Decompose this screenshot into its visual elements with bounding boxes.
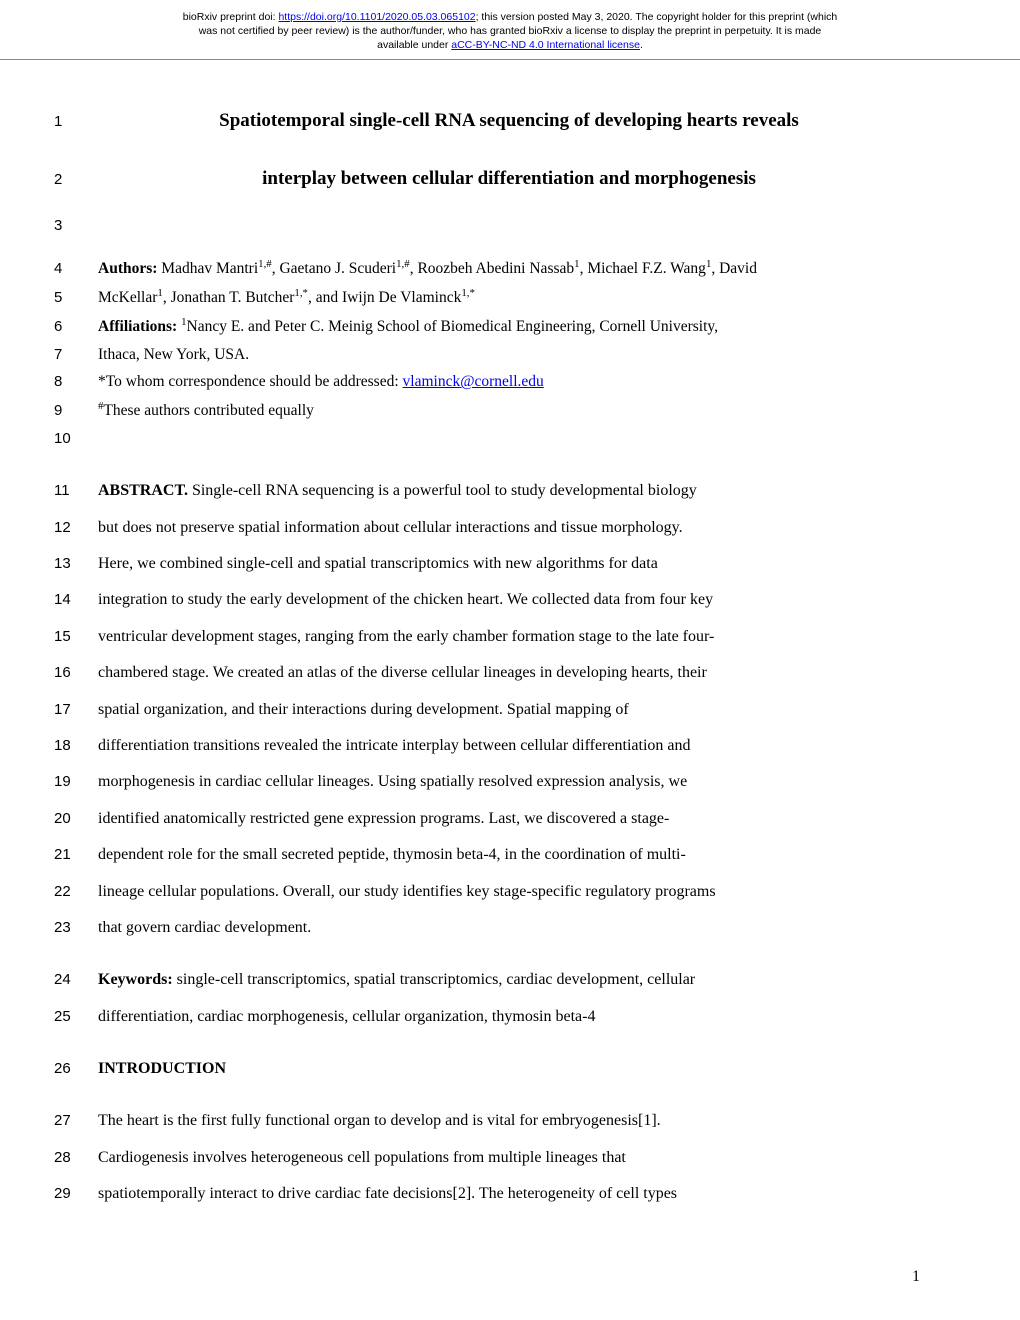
line-number: 23 bbox=[54, 919, 98, 936]
authors-label: Authors: bbox=[98, 260, 157, 277]
line-number: 16 bbox=[54, 664, 98, 681]
abstract-line: integration to study the early developme… bbox=[98, 589, 920, 611]
abstract-line: dependent role for the small secreted pe… bbox=[98, 844, 920, 866]
line-number: 12 bbox=[54, 519, 98, 536]
header-text-4: available under bbox=[377, 39, 451, 51]
abstract-line: ABSTRACT. Single-cell RNA sequencing is … bbox=[98, 480, 920, 502]
correspondence-email[interactable]: vlaminck@cornell.edu bbox=[403, 373, 544, 390]
page-content: 1 Spatiotemporal single-cell RNA sequenc… bbox=[0, 60, 1020, 1226]
affiliations-line-1: Affiliations: 1Nancy E. and Peter C. Mei… bbox=[98, 315, 920, 338]
line-number: 6 bbox=[54, 318, 98, 335]
line-number: 1 bbox=[54, 113, 98, 130]
line-number: 4 bbox=[54, 260, 98, 277]
keywords-line: differentiation, cardiac morphogenesis, … bbox=[98, 1006, 920, 1028]
line-number: 13 bbox=[54, 555, 98, 572]
blank-line bbox=[98, 215, 920, 237]
line-number: 26 bbox=[54, 1060, 98, 1077]
keywords-label: Keywords: bbox=[98, 971, 173, 988]
abstract-line: but does not preserve spatial informatio… bbox=[98, 517, 920, 539]
affiliations-line-2: Ithaca, New York, USA. bbox=[98, 344, 920, 366]
line-number: 15 bbox=[54, 628, 98, 645]
line-number: 20 bbox=[54, 810, 98, 827]
authors-line-1: Authors: Madhav Mantri1,#, Gaetano J. Sc… bbox=[98, 257, 920, 280]
line-number: 28 bbox=[54, 1149, 98, 1166]
line-number: 25 bbox=[54, 1008, 98, 1025]
header-text-2: ; this version posted May 3, 2020. The c… bbox=[476, 11, 838, 23]
abstract-line: morphogenesis in cardiac cellular lineag… bbox=[98, 771, 920, 793]
abstract-label: ABSTRACT. bbox=[98, 482, 188, 499]
line-number: 8 bbox=[54, 373, 98, 390]
intro-heading: INTRODUCTION bbox=[98, 1058, 920, 1080]
authors-line-2: McKellar1, Jonathan T. Butcher1,*, and I… bbox=[98, 286, 920, 309]
intro-line: Cardiogenesis involves heterogeneous cel… bbox=[98, 1147, 920, 1169]
abstract-line: differentiation transitions revealed the… bbox=[98, 735, 920, 757]
line-number: 5 bbox=[54, 289, 98, 306]
line-number: 24 bbox=[54, 971, 98, 988]
equal-contribution: #These authors contributed equally bbox=[98, 399, 920, 422]
line-number: 9 bbox=[54, 402, 98, 419]
line-number: 22 bbox=[54, 883, 98, 900]
line-number: 29 bbox=[54, 1185, 98, 1202]
line-number: 11 bbox=[54, 482, 98, 499]
header-text-3: was not certified by peer review) is the… bbox=[199, 25, 822, 37]
header-text-5: . bbox=[640, 39, 643, 51]
line-number: 19 bbox=[54, 773, 98, 790]
preprint-header: bioRxiv preprint doi: https://doi.org/10… bbox=[0, 0, 1020, 57]
keywords-line: Keywords: single-cell transcriptomics, s… bbox=[98, 969, 920, 991]
affiliations-label: Affiliations: bbox=[98, 318, 177, 335]
line-number: 10 bbox=[54, 430, 98, 447]
line-number: 17 bbox=[54, 701, 98, 718]
abstract-line: Here, we combined single-cell and spatia… bbox=[98, 553, 920, 575]
line-number: 7 bbox=[54, 346, 98, 363]
line-number: 18 bbox=[54, 737, 98, 754]
header-text-1: bioRxiv preprint doi: bbox=[183, 11, 279, 23]
title-line-2: interplay between cellular differentiati… bbox=[98, 166, 920, 193]
line-number: 2 bbox=[54, 171, 98, 188]
abstract-line: lineage cellular populations. Overall, o… bbox=[98, 881, 920, 903]
abstract-line: that govern cardiac development. bbox=[98, 917, 920, 939]
abstract-line: identified anatomically restricted gene … bbox=[98, 808, 920, 830]
intro-line: spatiotemporally interact to drive cardi… bbox=[98, 1183, 920, 1205]
line-number: 14 bbox=[54, 591, 98, 608]
correspondence-line: *To whom correspondence should be addres… bbox=[98, 371, 920, 393]
intro-line: The heart is the first fully functional … bbox=[98, 1110, 920, 1132]
abstract-line: ventricular development stages, ranging … bbox=[98, 626, 920, 648]
title-line-1: Spatiotemporal single-cell RNA sequencin… bbox=[98, 108, 920, 135]
abstract-line: spatial organization, and their interact… bbox=[98, 699, 920, 721]
page-number: 1 bbox=[912, 1268, 920, 1286]
doi-link[interactable]: https://doi.org/10.1101/2020.05.03.06510… bbox=[278, 11, 475, 23]
line-number: 27 bbox=[54, 1112, 98, 1129]
line-number: 21 bbox=[54, 846, 98, 863]
blank-line bbox=[98, 428, 920, 450]
license-link[interactable]: aCC-BY-NC-ND 4.0 International license bbox=[451, 39, 640, 51]
abstract-line: chambered stage. We created an atlas of … bbox=[98, 662, 920, 684]
line-number: 3 bbox=[54, 217, 98, 234]
